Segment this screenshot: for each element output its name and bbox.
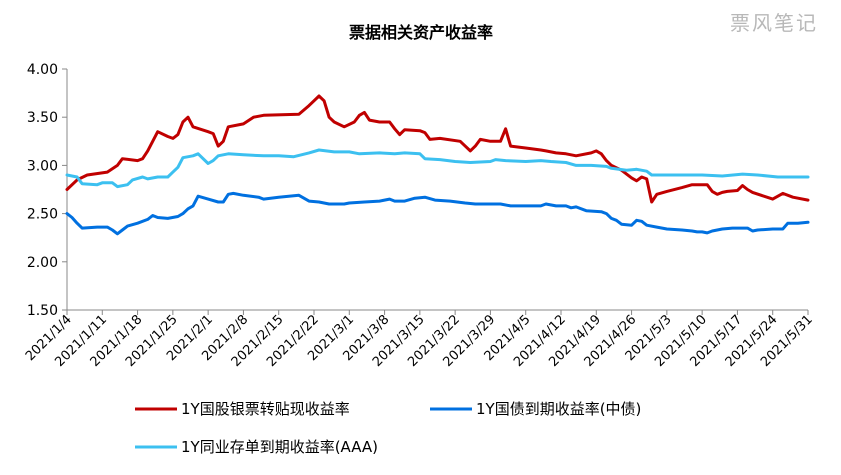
y-tick-label: 2.00: [27, 255, 58, 271]
y-tick-label: 3.00: [27, 158, 58, 174]
legend-label-1: 1Y国股银票转贴现收益率: [181, 400, 350, 418]
series-layer: [65, 94, 810, 236]
y-tick-label: 1.50: [27, 303, 58, 319]
watermark: 票风笔记: [730, 11, 818, 35]
legend: 1Y国股银票转贴现收益率 1Y国债到期收益率(中债) 1Y同业存单到期收益率(AAA…: [135, 400, 641, 456]
axes: 1.502.002.503.003.504.002021/1/42021/1/1…: [23, 62, 816, 370]
series-line-3: [65, 148, 810, 189]
y-tick-label: 3.50: [27, 110, 58, 126]
series-line-1: [65, 94, 810, 204]
legend-label-2: 1Y国债到期收益率(中债): [476, 400, 641, 418]
chart-title: 票据相关资产收益率: [349, 23, 493, 42]
y-tick-label: 4.00: [27, 62, 58, 78]
legend-label-3: 1Y同业存单到期收益率(AAA): [181, 438, 378, 456]
series-line-2: [65, 191, 810, 236]
y-tick-label: 2.50: [27, 207, 58, 223]
